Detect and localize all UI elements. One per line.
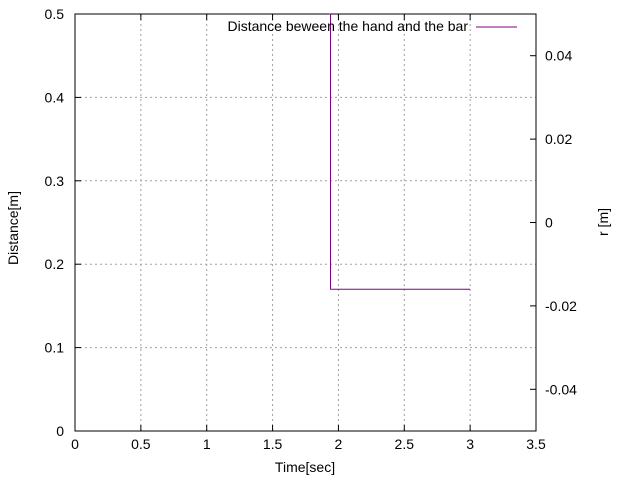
y2-tick-label: -0.04	[545, 381, 577, 397]
y2-tick-label: 0.04	[545, 48, 572, 64]
legend: Distance beween the hand and the bar	[227, 18, 517, 34]
y-tick-label: 0.1	[45, 340, 65, 356]
x-tick-labels: 0 0.5 1 1.5 2 2.5 3 3.5	[71, 436, 546, 452]
x-tick-label: 2.5	[395, 436, 415, 452]
x-tick-label: 0	[71, 436, 79, 452]
tick-layer	[74, 13, 537, 432]
x-axis-label: Time[sec]	[275, 459, 335, 475]
legend-entry-label: Distance beween the hand and the bar	[227, 18, 468, 34]
y-tick-label: 0.3	[45, 173, 65, 189]
y-tick-label: 0	[56, 423, 64, 439]
y-tick-labels: 0 0.1 0.2 0.3 0.4 0.5	[45, 6, 65, 439]
x-tick-label: 1	[203, 436, 211, 452]
series-line-0	[329, 13, 471, 290]
plot-frame	[74, 13, 537, 432]
x-tick-label: 2	[335, 436, 343, 452]
y2-tick-label: 0.02	[545, 131, 572, 147]
y2-tick-label: 0	[545, 215, 553, 231]
y-axis-label: Distance[m]	[5, 191, 21, 265]
y2-tick-labels: -0.04 -0.02 0 0.02 0.04	[545, 48, 577, 398]
grid-layer	[75, 14, 536, 431]
y2-axis-label: r [m]	[595, 208, 611, 236]
x-tick-label: 3	[466, 436, 474, 452]
series-layer	[329, 13, 471, 290]
y2-tick-label: -0.02	[545, 298, 577, 314]
y-tick-label: 0.5	[45, 6, 65, 22]
x-tick-label: 0.5	[131, 436, 151, 452]
y-tick-label: 0.2	[45, 256, 65, 272]
y-tick-label: 0.4	[45, 89, 65, 105]
x-tick-label: 1.5	[263, 436, 283, 452]
x-tick-label: 3.5	[526, 436, 546, 452]
